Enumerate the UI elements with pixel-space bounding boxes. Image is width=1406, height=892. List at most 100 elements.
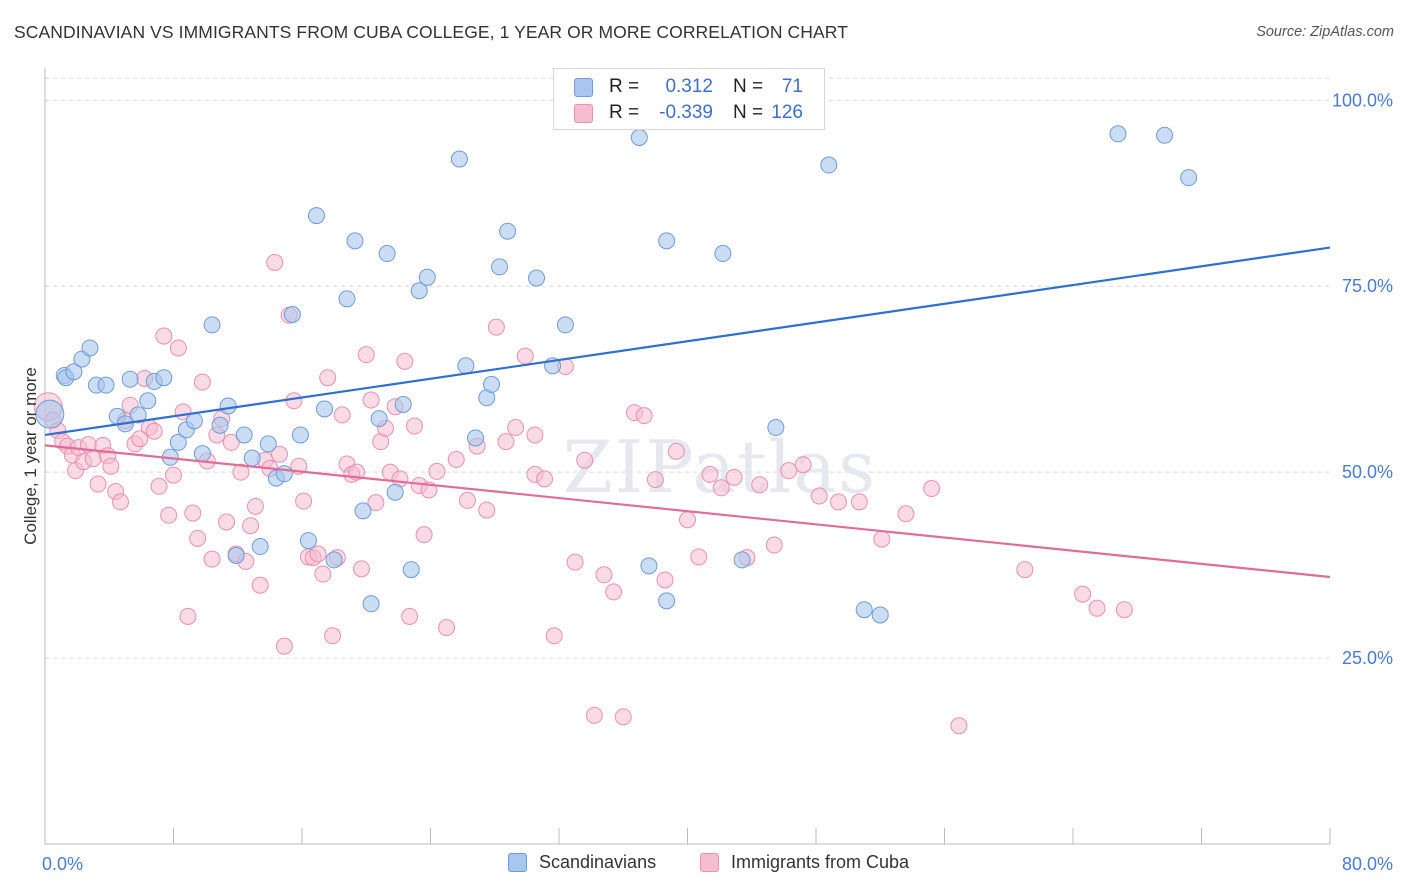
y-tick-label: 75.0% (1342, 276, 1393, 296)
scandinavians-point (235, 426, 253, 444)
scandinavians-point (491, 258, 509, 276)
scandinavians-point (65, 363, 83, 381)
legend-r-value: 0.312 (665, 76, 713, 97)
cuba-point (102, 457, 120, 475)
scandinavians-point (630, 128, 648, 146)
axes (44, 68, 1331, 845)
cuba-point (712, 479, 730, 497)
legend-r-label: R = (609, 76, 640, 97)
scandinavians-point (251, 538, 269, 556)
cuba-point (189, 529, 207, 547)
series-cuba-points (33, 253, 1133, 735)
scandinavians-point (259, 435, 277, 453)
cuba-point (635, 407, 653, 425)
cuba-point (487, 318, 505, 336)
scandinavians-point (362, 595, 380, 613)
scandinavians-point (299, 532, 317, 550)
scandinavians-point (457, 357, 475, 375)
scandinavians-point (855, 601, 873, 619)
legend-n-value: 71 (781, 76, 803, 97)
legend-n-label: N = (733, 102, 764, 123)
cuba-point (923, 480, 941, 498)
scandinavians-point (81, 339, 99, 357)
cuba-point (357, 346, 375, 364)
cuba-point (667, 442, 685, 460)
scandinavians-point (35, 399, 65, 429)
scandinavians-point (1180, 169, 1198, 187)
cuba-point (536, 470, 554, 488)
scandinavians-point (466, 429, 484, 447)
y-tick-label: 25.0% (1342, 648, 1393, 668)
scandinavians-point (354, 502, 372, 520)
bottom-legend-scandinavians: Scandinavians (508, 852, 656, 873)
legend-swatch-blue (574, 77, 593, 97)
cuba-point (89, 475, 107, 493)
cuba-point (246, 497, 264, 515)
scandinavians-point (820, 156, 838, 174)
cuba-point (829, 493, 847, 511)
cuba-point (497, 433, 515, 451)
cuba-point (1016, 561, 1034, 579)
cuba-point (193, 373, 211, 391)
legend-row-cuba: R = -0.339 N = 126 (574, 102, 803, 124)
x-tick-label: 80.0% (1342, 854, 1393, 874)
cuba-point (765, 536, 783, 554)
scandinavians-point (450, 150, 468, 168)
scandinavians-point (370, 410, 388, 428)
scandinavians-point (139, 392, 157, 410)
scandinavians-point (733, 551, 751, 569)
cuba-point (84, 450, 102, 468)
cuba-point (679, 511, 696, 529)
scandinavians-point (193, 445, 211, 463)
cuba-point (1115, 601, 1133, 619)
cuba-point (367, 494, 385, 512)
cuba-point (150, 477, 168, 495)
scandinavians-point (386, 483, 404, 501)
scandinavians-point (275, 465, 293, 483)
scandinavians-trend-line (44, 246, 1331, 437)
cuba-point (780, 462, 798, 480)
scandinavians-point (658, 592, 676, 610)
trend-lines (44, 246, 1331, 579)
cuba-point (405, 417, 423, 435)
y-tick-label: 50.0% (1342, 462, 1393, 482)
cuba-point (319, 369, 337, 387)
scandinavians-point (315, 400, 333, 418)
cuba-point (428, 462, 446, 480)
scandinavians-point (325, 551, 343, 569)
legend-n-label: N = (733, 76, 764, 97)
cuba-point (232, 463, 250, 481)
cuba-point (605, 583, 623, 601)
cuba-point (1074, 585, 1092, 603)
scandinavians-point (307, 207, 325, 225)
watermark: ZIPatlas (563, 425, 877, 509)
legend-swatch-pink (700, 853, 719, 872)
legend-row-scandinavians: R = 0.312 N = 71 (574, 76, 803, 98)
cuba-point (271, 445, 289, 463)
cuba-point (897, 505, 915, 523)
bottom-legend-cuba: Immigrants from Cuba (700, 852, 909, 873)
scandinavians-point (169, 433, 187, 451)
scandinavians-point (338, 290, 356, 308)
scandinavians-point (227, 546, 245, 564)
scandinavians-point (129, 406, 147, 424)
cuba-point (447, 451, 465, 469)
scandinavians-point (714, 245, 732, 263)
scandinavians-point (658, 232, 676, 250)
cuba-point (222, 433, 240, 451)
scandinavians-point (556, 316, 574, 334)
scandinavians-point (155, 369, 173, 387)
axis-labels: 25.0% 50.0% 75.0% 100.0% 0.0% 80.0% College, 1… (21, 90, 1393, 874)
scandinavians-point (97, 376, 115, 394)
scandinavians-point (185, 412, 203, 430)
cuba-point (576, 451, 594, 469)
cuba-point (131, 430, 149, 448)
cuba-point (690, 548, 708, 566)
cuba-point (566, 553, 584, 571)
cuba-point (285, 392, 303, 410)
cuba-point (646, 471, 664, 489)
cuba-point (725, 468, 743, 486)
scandinavians-point (483, 375, 501, 393)
cuba-point (111, 493, 129, 511)
